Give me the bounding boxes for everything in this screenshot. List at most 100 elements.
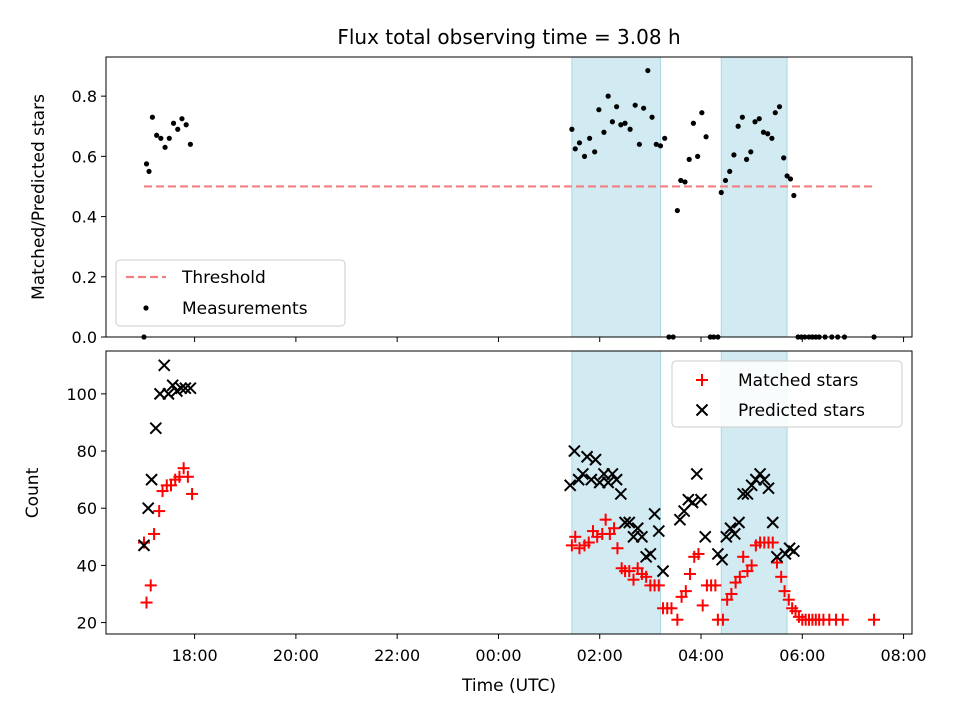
matched-star-point [770,556,783,569]
measurement-point [609,119,615,125]
measurement-point [657,143,664,149]
predicted-star-point [758,473,771,486]
measurement-point [781,155,787,161]
predicted-star-point [568,444,581,458]
predicted-star-point [728,527,741,541]
measurement-point [614,104,620,110]
x-tick-label: 08:00 [881,646,927,665]
predicted-star-point [572,473,585,486]
predicted-star-point [779,547,792,561]
matched-star-point [608,522,621,535]
predicted-star-point [753,467,767,481]
measurement-point [158,135,164,141]
predicted-star-point [606,467,619,481]
measurement-point [743,156,750,162]
measurement-point [183,122,189,128]
predicted-star-point [162,387,175,401]
measurement-point [784,173,790,179]
matched-star-point [186,487,199,500]
bottom-shaded-interval-1 [571,350,661,635]
top-shaded-interval-2 [720,56,788,338]
matched-star-point [836,613,849,626]
predicted-star-point [715,553,729,566]
predicted-star-point [694,493,708,506]
predicted-star-point [762,482,775,495]
matched-star-point [733,570,746,583]
x-tick-label: 04:00 [678,646,724,665]
matched-star-point [778,585,791,598]
matched-star-point [144,579,157,592]
matched-star-point [775,570,788,583]
predicted-star-point [635,530,649,544]
matched-star-point [582,536,595,549]
predicted-star-point [174,381,188,395]
predicted-star-point [673,513,687,526]
matched-star-point [640,570,653,583]
matched-star-point [148,527,161,540]
top-y-tick-label: 0.8 [72,87,97,106]
predicted-star-point [690,467,703,481]
measurement-point [752,119,758,125]
measurement-point [627,126,633,132]
matched-star-point [623,565,636,578]
predicted-star-point [137,539,151,552]
predicted-star-point [724,522,737,535]
matched-star-point [569,530,582,543]
measurement-point [748,149,754,155]
top-subplot: 0.00.20.40.60.8 Matched/Predicted stars … [29,56,913,347]
x-tick-label: 20:00 [273,646,319,665]
matched-star-point [868,613,881,626]
measurement-point [686,156,692,162]
measurement-point [618,122,624,128]
predicted-star-point [618,516,632,529]
matched-star-point [684,567,697,580]
bottom-subplot: 20 40 60 80 100 18:00 20:00 22:00 00:00 02:00 04:… [23,350,927,696]
predicted-star-point [770,550,784,564]
matched-star-point [181,470,194,483]
matched-star-point [766,536,779,549]
measurement-point [662,135,668,141]
predicted-star-point [580,450,594,463]
measurement-point [787,176,794,182]
measurement-point [682,179,688,185]
matched-star-point [573,542,586,555]
matched-star-point [599,513,612,526]
top-y-axis-label: Matched/Predicted stars [29,94,49,300]
measurement-point [632,102,638,108]
measurement-point [170,120,177,126]
predicted-star-point [686,496,699,509]
measurement-point [596,107,602,113]
predicted-star-point [623,516,636,529]
top-axes-frame [105,56,913,338]
top-y-tick-label: 0.4 [72,208,97,227]
matched-stars-layer [137,462,881,626]
predicted-star-point [158,359,171,372]
bottom-x-ticks: 18:00 20:00 22:00 00:00 02:00 04:00 06:00 08:00 [172,634,927,665]
measurement-point [791,192,797,199]
measurement-point [772,110,778,116]
bottom-y-ticks: 20 40 60 80 100 [66,385,106,633]
measurement-point [645,67,651,74]
x-tick-label: 02:00 [577,646,623,665]
measurement-point [739,114,745,120]
predicted-star-point [149,421,163,435]
matched-star-point [140,596,153,609]
measurement-point [649,114,655,120]
predicted-star-point [732,516,746,529]
measurement-point [175,126,181,132]
top-y-ticks: 0.0 0.2 0.4 0.6 0.8 [72,87,106,347]
measurement-point [154,132,160,138]
legend-predicted-marker [695,403,709,417]
measurement-point [592,149,598,155]
bottom-legend: Matched stars Predicted stars [671,360,903,428]
measurement-point [653,141,659,147]
top-shaded-interval-1 [571,56,661,338]
bottom-axes-frame [105,350,913,635]
legend-measurement-label: Measurements [182,299,308,319]
legend-matched-marker [696,374,708,386]
measurement-point [587,135,593,141]
measurement-point [187,141,193,147]
predicted-star-point [652,524,666,538]
matched-star-point [725,587,738,600]
